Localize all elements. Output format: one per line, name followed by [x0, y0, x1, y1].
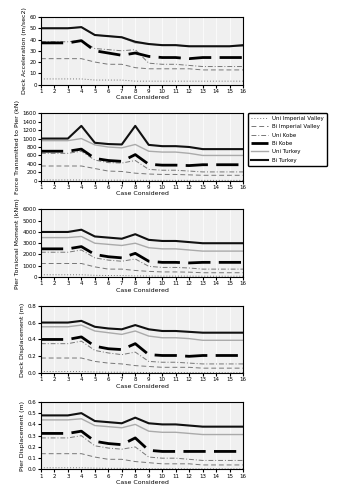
Legend: Uni Imperial Valley, Bi Imperial Valley, Uni Kobe, Bi Kobe, Uni Turkey, Bi Turke: Uni Imperial Valley, Bi Imperial Valley,… [248, 112, 327, 166]
Y-axis label: Pier Torsional Moment (kNm): Pier Torsional Moment (kNm) [15, 198, 20, 288]
X-axis label: Case Considered: Case Considered [116, 95, 168, 100]
X-axis label: Case Considered: Case Considered [116, 288, 168, 292]
X-axis label: Case Considered: Case Considered [116, 192, 168, 196]
Y-axis label: Deck Acceleration (m/sec2): Deck Acceleration (m/sec2) [22, 8, 27, 94]
Y-axis label: Deck Displacement (m): Deck Displacement (m) [20, 302, 25, 376]
X-axis label: Case Considered: Case Considered [116, 384, 168, 389]
Y-axis label: Force Transmitted to Pier (kN): Force Transmitted to Pier (kN) [15, 100, 20, 194]
Y-axis label: Pier Displacement (m): Pier Displacement (m) [20, 400, 25, 470]
X-axis label: Case Considered: Case Considered [116, 480, 168, 485]
